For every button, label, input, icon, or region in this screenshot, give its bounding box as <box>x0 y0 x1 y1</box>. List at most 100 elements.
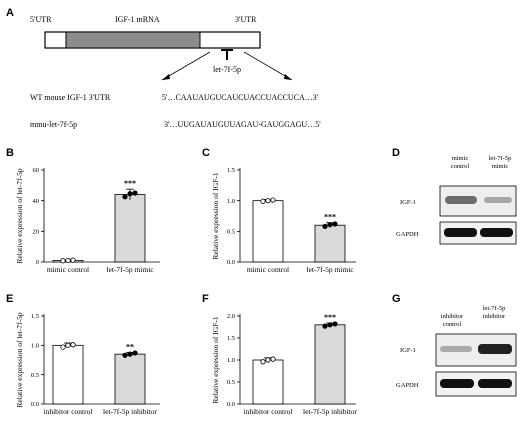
y-tick-label-c: 1.0 <box>227 198 235 205</box>
data-point-b <box>132 190 138 196</box>
bar-f-1 <box>252 359 284 405</box>
panel-label-c: C <box>202 147 210 159</box>
panel-label-d: D <box>392 147 400 159</box>
bar-c-1 <box>252 200 284 263</box>
western-blot-d: mimic control let-7f-5p mimic IGF-1 GAPD… <box>396 155 517 245</box>
y-tick-label-b: 0 <box>36 259 39 266</box>
bar-c-2 <box>314 224 346 263</box>
utr5-label: 5'UTR <box>30 15 52 24</box>
y-tick-label-c: 0.0 <box>227 259 235 266</box>
blot-d-row-gapdh: GAPDH <box>396 231 419 238</box>
y-tick-label-f: 0.5 <box>227 379 235 386</box>
bar-e-2 <box>114 353 146 405</box>
mirna-sequence: 3'…UUGAUAUGUUAGAU-GAUGGAGU…5' <box>164 120 321 129</box>
data-point-f <box>260 359 266 365</box>
wt-utr-sequence: 5'…CAAUAUGUCAUCUACCUACCUCA…3' <box>162 93 319 102</box>
blot-d-igf1-band1 <box>445 196 477 204</box>
data-point-c <box>270 197 276 203</box>
chart-c: 0.0 0.5 1.0 1.5 Relative expression of IGF-1… <box>211 167 356 274</box>
blot-d-lane1-line1: mimic <box>452 155 469 162</box>
blot-g-lane2-line1: let-7f-5p <box>483 305 506 312</box>
data-point-f <box>265 357 271 363</box>
blot-g-lane2-line2: inhibitor <box>483 313 506 320</box>
panel-label-b: B <box>6 147 14 159</box>
chart-f: 0.0 0.5 1.0 1.5 2.0 Relative expression of IG… <box>211 313 357 416</box>
y-tick-label-f: 1.0 <box>227 357 235 364</box>
panel-label-f: F <box>202 293 209 305</box>
y-axis-label-f: Relative expression of IGF-1 <box>211 316 220 404</box>
blot-g-row-igf1: IGF-1 <box>400 347 416 354</box>
data-point-f <box>327 322 333 328</box>
coding-region <box>65 31 201 49</box>
blot-g-gapdh-band2 <box>478 379 512 388</box>
data-point-b <box>70 257 76 263</box>
blot-g-gapdh-band1 <box>440 379 474 388</box>
data-point-e <box>60 344 66 350</box>
y-tick-label-f: 2.0 <box>227 313 235 320</box>
y-tick-label-f: 1.5 <box>227 335 235 342</box>
significance-b: *** <box>124 179 136 188</box>
y-axis-label-e: Relative expression of let-7f-5p <box>15 312 24 407</box>
significance-f: *** <box>324 313 336 322</box>
blot-d-igf1-band2 <box>484 197 512 203</box>
data-point-b <box>60 258 66 264</box>
y-tick-label-e: 1.5 <box>31 313 39 320</box>
x-tick-label-b-1: mimic control <box>47 265 89 274</box>
data-point-f <box>332 321 338 327</box>
zoom-arrow-left <box>162 74 170 80</box>
x-tick-label-f-2: let-7f-5p inhibitor <box>303 407 357 416</box>
y-tick-label-b: 40 <box>33 198 40 205</box>
bar-b-2 <box>114 194 146 263</box>
significance-c: *** <box>324 213 336 222</box>
y-axis-label-c: Relative expression of IGF-1 <box>211 172 220 260</box>
data-point-b <box>122 194 128 200</box>
blot-d-gapdh-box <box>439 221 517 245</box>
data-point-e <box>127 351 133 357</box>
blot-g-lane1-line2: control <box>443 321 462 328</box>
y-tick-label-c: 0.5 <box>227 229 235 236</box>
y-tick-label-e: 0.0 <box>31 401 39 408</box>
western-blot-g: inhibitor control let-7f-5p inhibitor IG… <box>396 305 517 397</box>
x-tick-label-b-2: let-7f-5p mimic <box>106 265 154 274</box>
data-point-b <box>65 257 71 264</box>
mirna-label: let-7f-5p <box>213 65 241 74</box>
y-tick-label-b: 20 <box>33 229 40 236</box>
data-point-f <box>322 323 328 329</box>
x-tick-label-c-2: let-7f-5p mimic <box>306 265 354 274</box>
zoom-line-left <box>161 51 211 81</box>
utr3-label: 3'UTR <box>235 15 257 24</box>
x-tick-label-c-1: mimic control <box>247 265 289 274</box>
data-point-b <box>127 191 133 197</box>
data-point-c <box>260 198 266 204</box>
blot-d-lane1-line2: control <box>451 163 470 170</box>
blot-g-igf1-band1 <box>440 346 472 352</box>
x-tick-label-e-1: inhibitor control <box>44 407 93 416</box>
panel-label-g: G <box>392 293 401 305</box>
bar-charts: 0 20 40 60 Relative expression of let-7f-5p m… <box>15 167 357 416</box>
data-point-e <box>70 342 76 348</box>
y-tick-label-b: 60 <box>33 167 40 174</box>
blot-g-lane1-line1: inhibitor <box>441 313 464 320</box>
blot-d-row-igf1: IGF-1 <box>400 199 416 206</box>
wt-utr-label: WT mouse IGF-1 3'UTR <box>30 93 111 102</box>
chart-b: 0 20 40 60 Relative expression of let-7f-5p m… <box>15 167 160 274</box>
panel-label-e: E <box>6 293 13 305</box>
y-axis-label-b: Relative expression of let-7f-5p <box>15 168 24 263</box>
blot-d-lane2-line2: mimic <box>492 163 509 170</box>
bar-e-1 <box>52 344 84 405</box>
blot-d-gapdh-band1 <box>444 228 477 237</box>
data-point-c <box>327 221 333 228</box>
data-point-e <box>132 350 138 356</box>
chart-e: 0.0 0.5 1.0 1.5 Relative expression of let-7… <box>15 312 160 416</box>
bar-f-2 <box>314 324 346 405</box>
zoom-arrow-right <box>284 74 292 80</box>
panel-label-a: A <box>6 7 14 19</box>
blot-d-gapdh-band2 <box>480 228 513 237</box>
data-point-c <box>322 223 328 230</box>
data-point-e <box>122 352 128 358</box>
blot-g-igf1-band2 <box>478 344 512 354</box>
blot-d-lane2-line1: let-7f-5p <box>489 155 512 162</box>
data-point-f <box>270 356 276 362</box>
significance-e: ** <box>126 342 134 351</box>
